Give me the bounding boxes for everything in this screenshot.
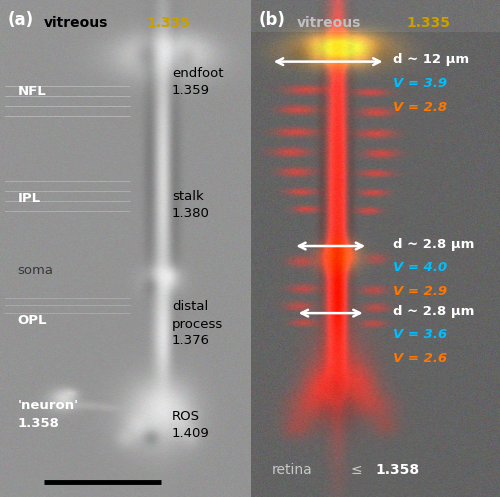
Text: process: process xyxy=(172,318,223,331)
Text: OPL: OPL xyxy=(18,314,47,327)
Text: IPL: IPL xyxy=(18,192,40,205)
Text: (a): (a) xyxy=(8,11,34,29)
Text: vitreous: vitreous xyxy=(44,16,108,30)
Text: ≤: ≤ xyxy=(350,463,362,477)
Text: 1.376: 1.376 xyxy=(172,334,210,347)
Text: 1.335: 1.335 xyxy=(406,16,451,30)
Text: 1.409: 1.409 xyxy=(172,427,210,440)
Text: ROS: ROS xyxy=(172,410,200,423)
Text: vitreous: vitreous xyxy=(297,16,362,30)
Text: stalk: stalk xyxy=(172,190,204,203)
Text: V = 2.9: V = 2.9 xyxy=(393,285,447,298)
Text: 'neuron': 'neuron' xyxy=(18,399,78,412)
Text: d ~ 12 μm: d ~ 12 μm xyxy=(393,53,469,66)
Text: V = 4.0: V = 4.0 xyxy=(393,261,447,274)
Bar xyxy=(251,0,500,32)
Text: 1.358: 1.358 xyxy=(376,463,420,477)
Text: 1.335: 1.335 xyxy=(147,16,191,30)
Text: (b): (b) xyxy=(258,11,285,29)
Text: soma: soma xyxy=(18,264,54,277)
Text: endfoot: endfoot xyxy=(172,67,224,80)
Text: V = 2.6: V = 2.6 xyxy=(393,352,447,365)
Text: retina: retina xyxy=(272,463,313,477)
Text: d ~ 2.8 μm: d ~ 2.8 μm xyxy=(393,305,474,318)
Text: V = 3.6: V = 3.6 xyxy=(393,329,447,341)
Text: 1.380: 1.380 xyxy=(172,207,210,220)
Text: V = 2.8: V = 2.8 xyxy=(393,101,447,114)
Text: distal: distal xyxy=(172,300,208,313)
Text: V = 3.9: V = 3.9 xyxy=(393,77,447,90)
Text: NFL: NFL xyxy=(18,85,46,98)
Text: 1.359: 1.359 xyxy=(172,84,210,97)
Text: d ~ 2.8 μm: d ~ 2.8 μm xyxy=(393,238,474,250)
Text: 1.358: 1.358 xyxy=(18,417,59,430)
